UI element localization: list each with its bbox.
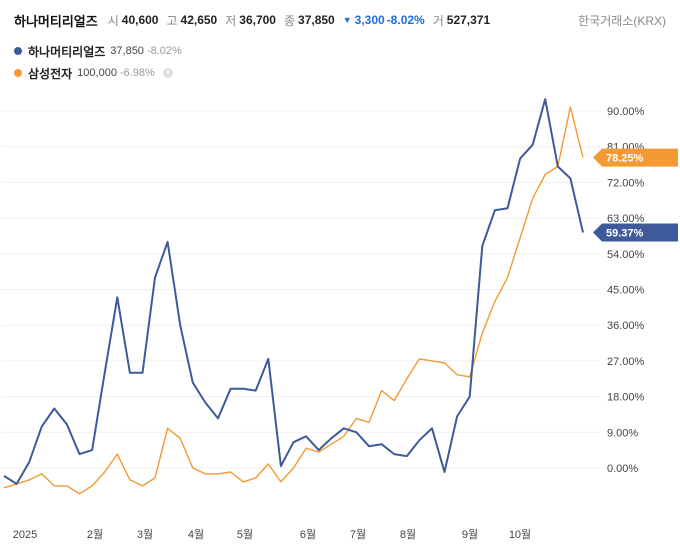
x-axis: 2025 2월 3월 4월 5월 6월 7월 8월 9월 10월 — [13, 528, 531, 541]
legend-name: 하나머티리얼즈 — [28, 44, 106, 59]
x-tick-label: 10월 — [509, 528, 531, 541]
end-value-tag — [593, 223, 678, 242]
x-tick-label: 7월 — [350, 528, 366, 541]
legend-value: 37,850 — [110, 45, 144, 57]
y-tick-label: 90.00% — [607, 106, 645, 118]
series-line-samsung[interactable] — [3, 106, 584, 495]
series-lines — [3, 98, 584, 495]
end-value-label: 59.37% — [606, 227, 644, 239]
legend-item-hana[interactable]: 하나머티리얼즈 37,850 -8.02% — [14, 40, 182, 62]
series-line-hana[interactable] — [3, 98, 584, 485]
x-tick-label: 5월 — [237, 528, 253, 541]
end-value-tag — [593, 148, 678, 167]
end-value-tags: 78.25% 59.37% — [593, 148, 678, 242]
close-label: 종 — [283, 13, 296, 28]
y-tick-label: 0.00% — [607, 463, 638, 475]
legend-item-samsung[interactable]: 삼성전자 100,000 -6.98% ✕ — [14, 62, 182, 84]
x-tick-label: 3월 — [137, 528, 153, 541]
high-value: 42,650 — [180, 13, 218, 27]
end-value-label: 78.25% — [606, 153, 644, 165]
quote-header: 하나머티리얼즈 시 40,600 고 42,650 저 36,700 종 37,… — [14, 8, 666, 32]
series-dot-icon — [14, 69, 22, 77]
y-tick-label: 45.00% — [607, 285, 645, 297]
legend: 하나머티리얼즈 37,850 -8.02% 삼성전자 100,000 -6.98… — [14, 40, 182, 84]
volume-value: 527,371 — [446, 13, 491, 27]
stock-name[interactable]: 하나머티리얼즈 — [14, 13, 98, 29]
high-label: 고 — [166, 13, 178, 28]
legend-change: -6.98% — [119, 67, 155, 79]
series-dot-icon — [14, 47, 22, 55]
x-tick-label: 9월 — [462, 528, 478, 541]
down-arrow-icon: ▼ — [342, 15, 352, 25]
y-tick-label: 54.00% — [607, 249, 645, 261]
y-tick-label: 9.00% — [607, 427, 638, 439]
low-value: 36,700 — [239, 13, 276, 27]
low-label: 저 — [225, 13, 237, 28]
x-tick-label: 6월 — [300, 528, 316, 541]
close-value: 37,850 — [298, 13, 335, 27]
legend-change: -8.02% — [146, 45, 182, 57]
remove-series-icon[interactable]: ✕ — [162, 68, 173, 78]
legend-value: 100,000 — [77, 67, 117, 79]
legend-name: 삼성전자 — [28, 66, 73, 81]
x-tick-label: 2025 — [13, 529, 37, 541]
volume-label: 거 — [432, 13, 444, 28]
y-tick-label: 72.00% — [607, 177, 645, 189]
gridlines — [2, 110, 600, 469]
y-tick-label: 18.00% — [607, 392, 645, 404]
x-tick-label: 2월 — [87, 528, 103, 541]
change-value: 3,300 — [354, 13, 385, 27]
open-value: 40,600 — [121, 13, 159, 27]
y-axis: 90.00%81.00%72.00%63.00%54.00%45.00%36.0… — [607, 106, 645, 475]
x-tick-label: 8월 — [400, 528, 416, 541]
open-label: 시 — [107, 13, 119, 28]
change-pct: -8.02% — [386, 13, 425, 27]
exchange-label: 한국거래소(KRX) — [578, 13, 666, 28]
x-tick-label: 4월 — [188, 528, 204, 541]
y-tick-label: 36.00% — [607, 320, 645, 332]
y-tick-label: 63.00% — [607, 213, 645, 225]
y-tick-label: 27.00% — [607, 356, 645, 368]
